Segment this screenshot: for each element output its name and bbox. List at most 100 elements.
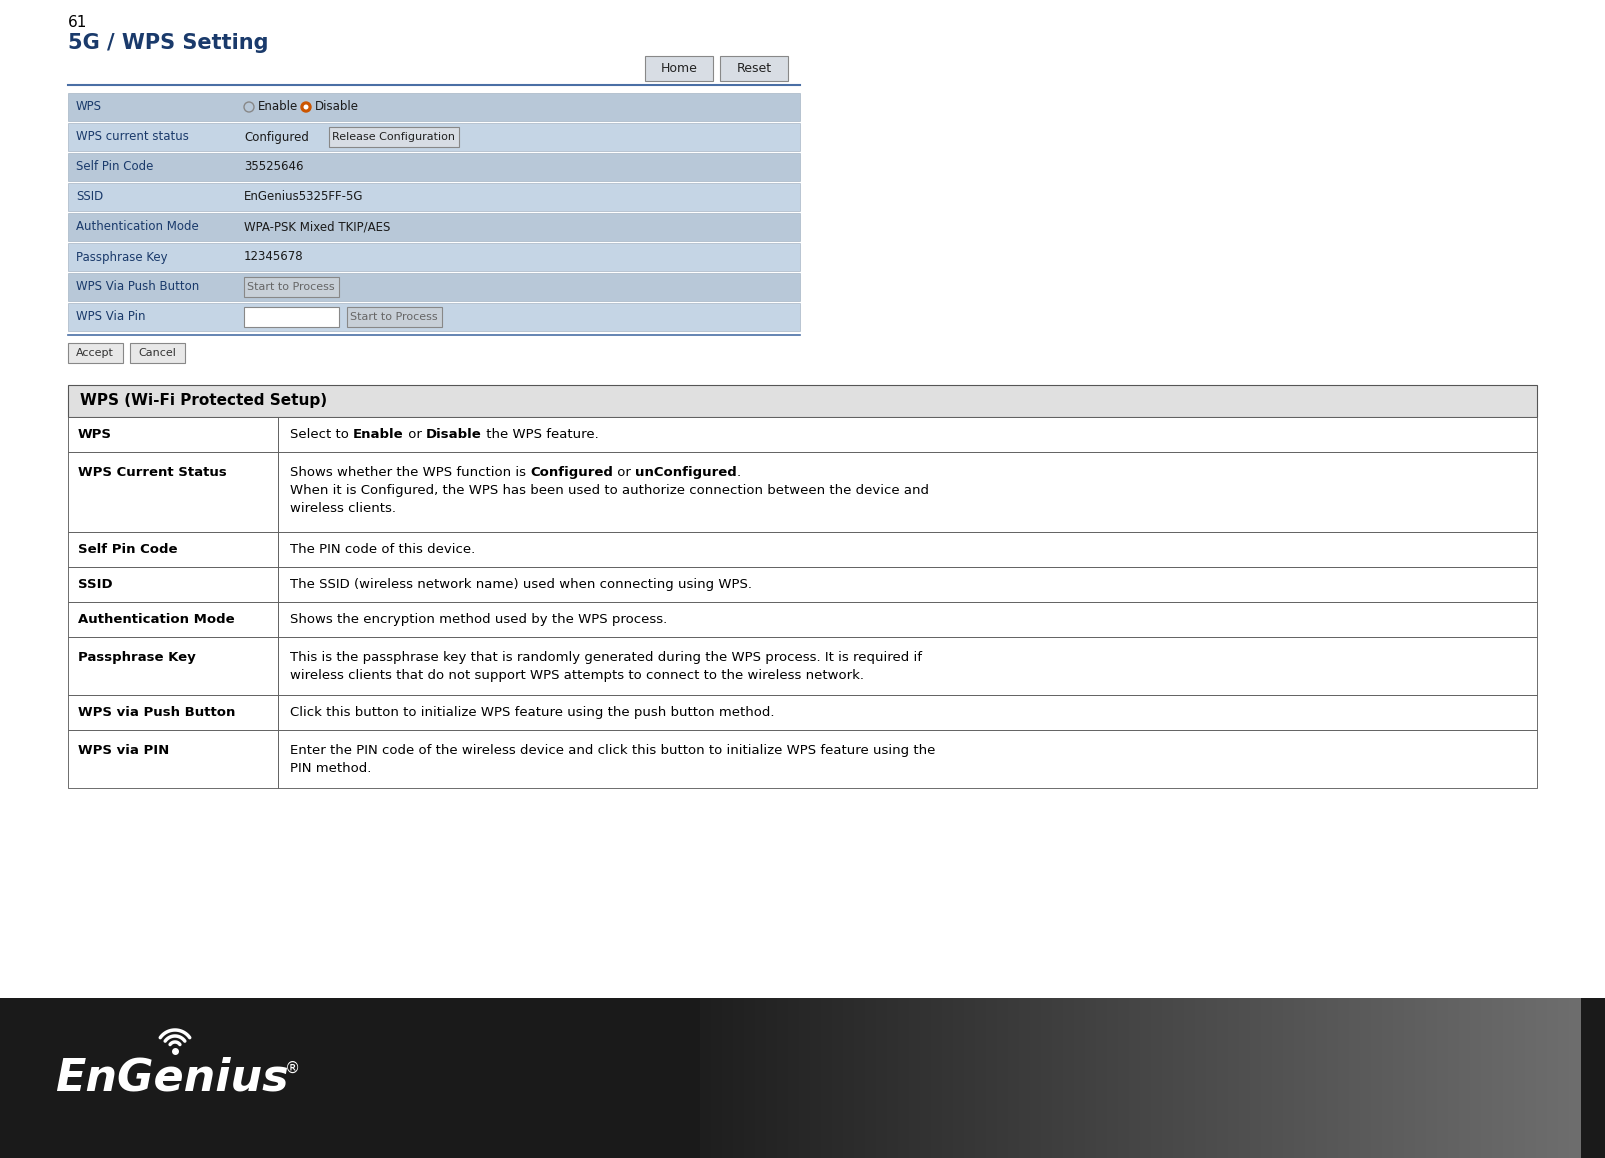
Bar bbox=[67, 532, 278, 567]
Text: Start to Process: Start to Process bbox=[350, 312, 438, 322]
Bar bbox=[645, 56, 713, 81]
Bar bbox=[1339, 998, 1350, 1158]
Bar bbox=[1128, 998, 1141, 1158]
Text: Self Pin Code: Self Pin Code bbox=[79, 543, 178, 556]
Bar bbox=[67, 417, 278, 452]
Bar bbox=[1074, 998, 1087, 1158]
Bar bbox=[721, 56, 788, 81]
Text: Enable: Enable bbox=[258, 101, 299, 113]
Bar bbox=[67, 123, 799, 151]
Bar bbox=[244, 307, 339, 327]
Bar bbox=[799, 998, 811, 1158]
Bar bbox=[888, 998, 899, 1158]
Text: The PIN code of this device.: The PIN code of this device. bbox=[291, 543, 475, 556]
Bar bbox=[278, 567, 1538, 602]
Text: wireless clients that do not support WPS attempts to connect to the wireless net: wireless clients that do not support WPS… bbox=[291, 669, 863, 682]
Text: Disable: Disable bbox=[425, 428, 482, 441]
Bar bbox=[745, 998, 756, 1158]
Bar bbox=[1030, 998, 1042, 1158]
Bar bbox=[1470, 998, 1481, 1158]
Bar bbox=[1305, 998, 1318, 1158]
Bar bbox=[1448, 998, 1461, 1158]
Bar bbox=[1119, 998, 1130, 1158]
Bar bbox=[811, 998, 822, 1158]
Text: EnGenius: EnGenius bbox=[55, 1056, 289, 1099]
Bar bbox=[1502, 998, 1515, 1158]
Text: Enable: Enable bbox=[353, 428, 404, 441]
Bar bbox=[278, 532, 1538, 567]
Text: SSID: SSID bbox=[75, 191, 103, 204]
Bar bbox=[1459, 998, 1472, 1158]
Text: or: or bbox=[404, 428, 425, 441]
Bar bbox=[1184, 998, 1196, 1158]
Text: This is the passphrase key that is randomly generated during the WPS process. It: This is the passphrase key that is rando… bbox=[291, 651, 921, 664]
Bar bbox=[1262, 998, 1273, 1158]
Bar bbox=[1382, 998, 1395, 1158]
Text: Select to: Select to bbox=[291, 428, 353, 441]
Bar bbox=[347, 307, 441, 327]
Text: wireless clients.: wireless clients. bbox=[291, 503, 396, 515]
Bar bbox=[1250, 998, 1262, 1158]
Text: WPS current status: WPS current status bbox=[75, 131, 189, 144]
Bar bbox=[1514, 998, 1526, 1158]
Bar bbox=[1348, 998, 1361, 1158]
Text: Click this button to initialize WPS feature using the push button method.: Click this button to initialize WPS feat… bbox=[291, 706, 775, 719]
Bar bbox=[1008, 998, 1021, 1158]
Bar bbox=[733, 998, 745, 1158]
Bar bbox=[1051, 998, 1064, 1158]
Bar bbox=[1371, 998, 1384, 1158]
Text: 12345678: 12345678 bbox=[244, 250, 303, 264]
Circle shape bbox=[303, 104, 308, 110]
Bar bbox=[754, 998, 767, 1158]
Bar bbox=[1063, 998, 1075, 1158]
Bar bbox=[67, 695, 278, 730]
Bar bbox=[67, 637, 278, 695]
Bar bbox=[1151, 998, 1164, 1158]
Bar bbox=[1140, 998, 1152, 1158]
Bar bbox=[67, 602, 278, 637]
Text: 5G / WPS Setting: 5G / WPS Setting bbox=[67, 32, 268, 53]
Bar bbox=[777, 998, 790, 1158]
Circle shape bbox=[302, 102, 311, 112]
Bar bbox=[1228, 998, 1241, 1158]
Text: WPS (Wi-Fi Protected Setup): WPS (Wi-Fi Protected Setup) bbox=[80, 394, 327, 409]
Text: the WPS feature.: the WPS feature. bbox=[482, 428, 599, 441]
Bar bbox=[67, 213, 799, 241]
Bar bbox=[1493, 998, 1504, 1158]
Text: ®: ® bbox=[286, 1061, 300, 1076]
Text: WPS: WPS bbox=[75, 101, 103, 113]
Bar bbox=[1393, 998, 1404, 1158]
Text: Reset: Reset bbox=[737, 61, 772, 74]
Bar bbox=[965, 998, 976, 1158]
Text: WPS via Push Button: WPS via Push Button bbox=[79, 706, 236, 719]
Bar bbox=[974, 998, 987, 1158]
Bar bbox=[67, 93, 799, 120]
Text: Shows whether the WPS function is: Shows whether the WPS function is bbox=[291, 466, 530, 479]
Bar bbox=[1196, 998, 1207, 1158]
Bar bbox=[1327, 998, 1339, 1158]
Bar bbox=[722, 998, 733, 1158]
Bar bbox=[67, 153, 799, 181]
Bar bbox=[854, 998, 867, 1158]
Text: Release Configuration: Release Configuration bbox=[332, 132, 456, 142]
Bar bbox=[1558, 998, 1570, 1158]
Text: Disable: Disable bbox=[315, 101, 360, 113]
Text: Authentication Mode: Authentication Mode bbox=[75, 220, 199, 234]
Bar bbox=[67, 303, 799, 331]
Bar bbox=[67, 452, 278, 532]
Text: Passphrase Key: Passphrase Key bbox=[75, 250, 167, 264]
Text: WPS Current Status: WPS Current Status bbox=[79, 466, 226, 479]
Text: Enter the PIN code of the wireless device and click this button to initialize WP: Enter the PIN code of the wireless devic… bbox=[291, 743, 936, 757]
Bar bbox=[67, 343, 124, 362]
Text: Authentication Mode: Authentication Mode bbox=[79, 613, 234, 626]
Bar bbox=[876, 998, 888, 1158]
Bar bbox=[788, 998, 799, 1158]
Bar bbox=[997, 998, 1010, 1158]
Bar bbox=[931, 998, 944, 1158]
Text: 61: 61 bbox=[67, 15, 87, 30]
Bar bbox=[1525, 998, 1538, 1158]
Text: Cancel: Cancel bbox=[138, 349, 177, 358]
Bar bbox=[1536, 998, 1547, 1158]
Text: EnGenius5325FF-5G: EnGenius5325FF-5G bbox=[244, 191, 363, 204]
Text: WPS: WPS bbox=[79, 428, 112, 441]
